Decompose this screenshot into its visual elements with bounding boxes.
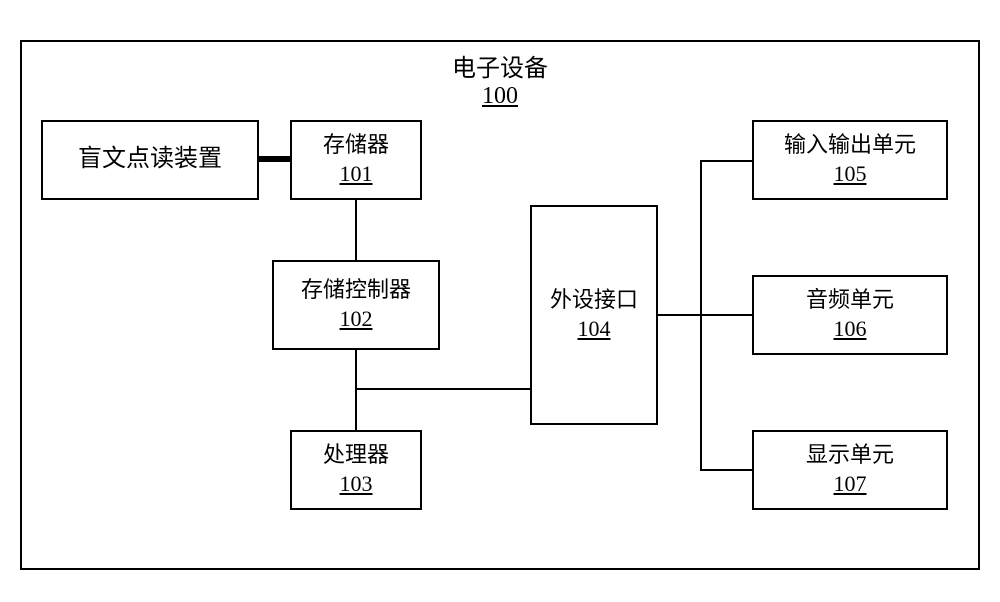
connector-to-processor (355, 388, 357, 430)
audio-label: 音频单元 (806, 286, 894, 315)
braille-label: 盲文点读装置 (78, 144, 222, 175)
connector-bus-io (700, 160, 752, 162)
connector-braille-memory (259, 156, 290, 162)
periph-num: 104 (578, 315, 611, 344)
block-braille-reader: 盲文点读装置 (41, 120, 259, 200)
display-label: 显示单元 (806, 441, 894, 470)
block-display-unit: 显示单元 107 (752, 430, 948, 510)
memctrl-label: 存储控制器 (301, 276, 411, 305)
block-io-unit: 输入输出单元 105 (752, 120, 948, 200)
block-audio-unit: 音频单元 106 (752, 275, 948, 355)
connector-to-periph (355, 388, 530, 390)
io-num: 105 (834, 160, 867, 189)
processor-num: 103 (340, 470, 373, 499)
device-label: 电子设备 (0, 48, 1000, 83)
io-label: 输入输出单元 (784, 131, 916, 160)
memory-num: 101 (340, 160, 373, 189)
block-memory-controller: 存储控制器 102 (272, 260, 440, 350)
connector-memctrl-down (355, 350, 357, 390)
block-peripheral-interface: 外设接口 104 (530, 205, 658, 425)
audio-num: 106 (834, 315, 867, 344)
connector-bus-display (700, 469, 752, 471)
display-num: 107 (834, 470, 867, 499)
connector-bus-audio (700, 314, 752, 316)
device-title: 电子设备 100 (0, 48, 1000, 110)
device-num: 100 (0, 83, 1000, 110)
memory-label: 存储器 (323, 131, 389, 160)
diagram-canvas: 电子设备 100 盲文点读装置 存储器 101 存储控制器 102 处理器 10… (0, 0, 1000, 602)
connector-periph-bus (658, 314, 702, 316)
connector-memory-memctrl (355, 200, 357, 260)
block-processor: 处理器 103 (290, 430, 422, 510)
block-memory: 存储器 101 (290, 120, 422, 200)
periph-label: 外设接口 (550, 286, 638, 315)
processor-label: 处理器 (323, 441, 389, 470)
memctrl-num: 102 (340, 305, 373, 334)
